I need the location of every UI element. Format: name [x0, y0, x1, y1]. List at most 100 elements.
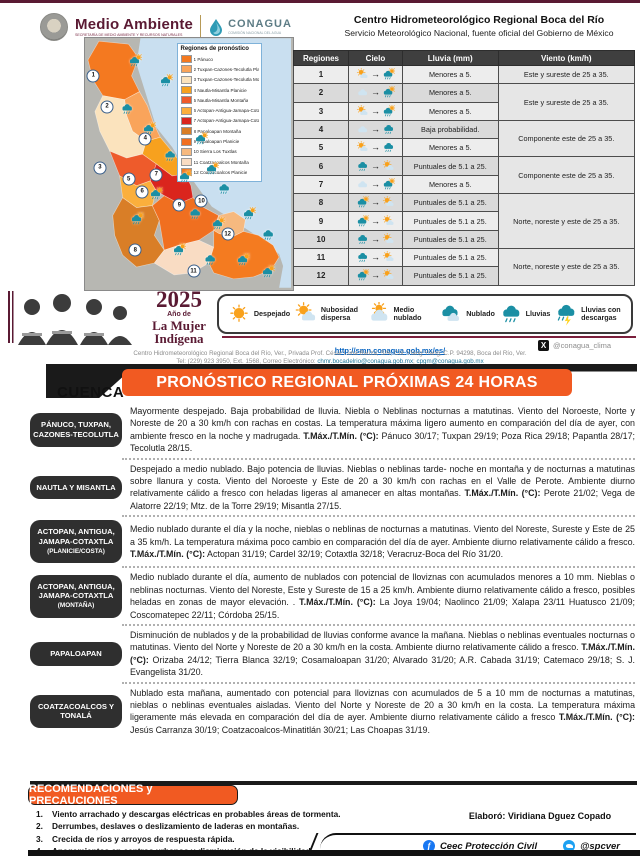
col-lluvia: Lluvia (mm): [401, 50, 499, 66]
arrow-icon: →: [370, 87, 380, 98]
rain-cell: Puntuales de 5.1 a 25.: [401, 247, 499, 268]
arrow-icon: →: [370, 215, 380, 226]
map-weather-icon: [203, 253, 217, 267]
region-number-cell: 1: [293, 64, 349, 85]
legend-swatch: [180, 127, 192, 136]
forecast-sections: PÁNUCO, TUXPAN, CAZONES-TECOLUTLA Mayorme…: [30, 405, 635, 736]
rain-cell: Baja probabilidad.: [401, 119, 499, 140]
forecast-text: Medio nublado durante el día, aumento de…: [130, 572, 635, 620]
legend-swatch: [180, 75, 192, 84]
rain-sun-icon: [129, 53, 142, 66]
map-weather-icon: [163, 149, 177, 163]
elaboro-credit: Elaboró: Viridiana Dguez Copado: [468, 811, 612, 821]
map-region-marker: 4: [138, 132, 152, 146]
legend-label: 10 Sierra Los Tuxtlas: [193, 149, 237, 155]
org-title: Centro Hidrometeorológico Regional Boca …: [353, 14, 605, 26]
sky-transition: →: [351, 86, 400, 99]
email-link-2[interactable]: cpgm@conagua.gob.mx: [416, 358, 484, 365]
legend-label: 3 Tuxpan-Cazones-Tecolutla Montaña: [193, 77, 259, 83]
section-separator: [122, 457, 635, 460]
address-line2: Tel: (229) 923 3950, Ext. 1568, Correo E…: [120, 358, 540, 366]
twitter-item[interactable]: @spcver: [563, 840, 620, 852]
sun-cloud-icon: [356, 68, 368, 79]
sky-transition: →: [351, 177, 400, 191]
col-regiones: Regiones: [293, 50, 349, 66]
tmax-tmin-label: T.Máx./T.Mín. (°C):: [130, 642, 635, 665]
rain-storm-icon: [557, 304, 575, 326]
sun-cloud-icon: [382, 159, 394, 170]
email-link-1[interactable]: chmr.bocadelrio@conagua.gob.mx: [317, 358, 414, 365]
sky-cell: →: [348, 101, 403, 121]
rain-cell: Menores a 5.: [401, 138, 499, 158]
cloud-light-icon: [358, 181, 367, 188]
sky-legend-item: Despejado: [227, 302, 290, 326]
year-line2: La Mujer: [152, 318, 206, 333]
map-legend-item: 11 Coatzacoalcos Montaña: [180, 157, 259, 167]
sky-condition-legend: Despejado Nubosidad dispersa Medio nublado…: [217, 294, 633, 334]
basin-label: NAUTLA Y MISANTLA: [30, 475, 122, 500]
rain-sun-icon: [161, 73, 174, 87]
forecast-text: Despejado a medio nublado. Bajo potencia…: [130, 463, 635, 511]
sky-legend-label: Nublado: [466, 309, 495, 319]
sky-cell: →: [348, 211, 403, 231]
facebook-item[interactable]: f Ceec Protección Civil: [422, 840, 538, 852]
basin-label-note: (PLANICIE/COSTA): [47, 547, 105, 555]
rain-cell: Puntuales de 5.1 a 25.: [401, 229, 499, 249]
map-region-marker: 10: [194, 194, 208, 208]
regional-forecast-table: Regiones Cielo Lluvia (mm) Viento (km/h)…: [293, 50, 636, 286]
sky-cell: →: [348, 174, 403, 195]
region-number-cell: 3: [293, 101, 349, 121]
rain-sun-icon: [238, 252, 251, 266]
forecast-section: COATZACOALCOS Y TONALÁ Nublado esta mañan…: [30, 687, 635, 737]
arrow-icon: →: [370, 124, 380, 135]
map-region-marker: 3: [93, 161, 107, 175]
recommendation-number: 3.: [36, 833, 43, 844]
table-row: 2 → Menores a 5. Este y sureste de 25 a 35.: [293, 83, 636, 121]
cloud-light-icon: [358, 126, 367, 133]
conagua-sub: COMISIÓN NACIONAL DEL AGUA: [228, 31, 282, 35]
arrow-icon: →: [370, 69, 380, 80]
forecast-section: ACTOPAN, ANTIGUA, JAMAPA-COTAXTLA (PLANIC…: [30, 520, 635, 564]
rain-sun-icon: [244, 207, 257, 220]
cuenca-heading: CUENCA: [57, 384, 125, 401]
map-legend-item: 4 Nautla-Misantla Planicie: [180, 85, 259, 95]
legend-label: 12 Coatzacoalcos Planicie: [193, 169, 248, 175]
facebook-label: Ceec Protección Civil: [439, 840, 538, 852]
map-weather-icon: [211, 217, 226, 231]
map-weather-icon: [159, 73, 174, 88]
table-row: 9 → Puntuales de 5.1 a 25.: [293, 211, 635, 231]
brand-row: Medio Ambiente SECRETARÍA DE MEDIO AMBIE…: [40, 12, 292, 42]
conagua-twitter-handle[interactable]: @conagua_clima: [553, 341, 612, 350]
map-weather-icon: [261, 265, 276, 279]
section-separator: [122, 515, 635, 518]
indigenous-women-image: [8, 291, 132, 345]
forecast-text: Medio nublado durante el día y la noche,…: [130, 524, 635, 559]
social-box: f Ceec Protección Civil @spcver: [320, 833, 636, 856]
recommendation-item: 1. Viento arrachado y descargas eléctrica…: [36, 809, 486, 820]
rain-icon: [358, 234, 367, 244]
arrow-icon: →: [370, 142, 380, 153]
rain-sun-icon: [357, 196, 369, 208]
recommendation-item: 2. Derrumbes, deslaves o deslizamiento de…: [36, 821, 486, 832]
section-separator: [122, 681, 635, 684]
region-number-cell: 4: [293, 119, 349, 140]
legend-label: 5 Nautla-Misantla Montaña: [193, 97, 249, 103]
map-weather-icon: [172, 242, 186, 257]
main-banner: PRONÓSTICO REGIONAL PRÓXIMAS 24 HORAS: [122, 369, 572, 396]
rain-icon: [219, 184, 230, 194]
rain-sun-icon: [262, 265, 276, 278]
sky-legend-item: Lluvias: [499, 302, 550, 326]
rain-cell: Puntuales de 5.1 a 25.: [401, 211, 499, 231]
arrow-icon: →: [370, 252, 380, 263]
smn-url-link[interactable]: http://smn.conagua.gob.mx/es/: [334, 346, 446, 355]
section-separator: [122, 566, 635, 569]
recommendation-text: Viento arrachado y descargas eléctricas …: [52, 809, 341, 819]
tmax-tmin-label: T.Máx./T.Mín. (°C):: [464, 488, 541, 499]
year-number: 2025: [156, 287, 202, 312]
table-row: 7 → Menores a 5.: [293, 174, 635, 195]
rain-icon: [263, 229, 273, 240]
sky-cell: →: [348, 229, 403, 249]
year-logo: 2025 Año de La Mujer Indígena: [138, 287, 220, 345]
sky-legend-item: Medio nublado: [367, 302, 436, 326]
map-legend-item: 6 Actopan-Antigua-Jamapa-Cotaxtla Montañ…: [180, 106, 259, 116]
